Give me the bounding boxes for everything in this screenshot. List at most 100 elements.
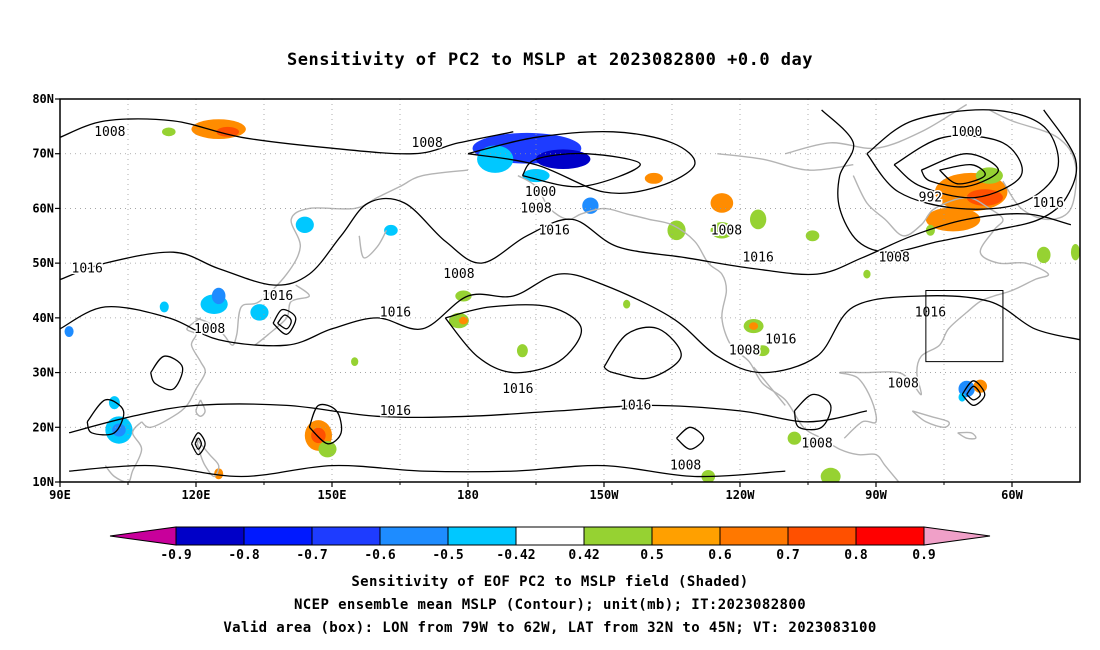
colorbar-label: -0.6 [364, 548, 395, 563]
colorbar-min-triangle [109, 526, 177, 546]
figure-title: Sensitivity of PC2 to MSLP at 2023082800… [286, 50, 813, 70]
shaded-patch [1036, 246, 1051, 264]
contour-label: 1016 [380, 305, 411, 320]
colorbar-max-triangle [923, 526, 991, 546]
mslp-contour [961, 380, 986, 407]
colorbar-label: 0.5 [640, 548, 663, 563]
shaded-patch [214, 468, 224, 480]
mslp-contour [893, 135, 1023, 199]
shaded-patch [162, 127, 176, 137]
contour-label: 1016 [915, 305, 946, 320]
contour-label: 1008 [878, 251, 909, 266]
colorbar-label: 0.8 [844, 548, 868, 563]
shaded-patch [211, 287, 226, 305]
shaded-patch [295, 216, 314, 234]
contour-label: 1016 [765, 333, 796, 348]
contour-label: 1008 [670, 459, 701, 474]
colorbar-segment [719, 526, 789, 546]
shaded-patch [384, 224, 398, 236]
mslp-contour [86, 398, 125, 436]
shaded-patch [536, 149, 591, 170]
contour-label: 1016 [742, 251, 773, 266]
coastline [195, 399, 206, 418]
mslp-contour [194, 437, 203, 450]
contour-label: 1008 [94, 125, 125, 140]
shaded-patch [351, 357, 359, 367]
lon-tick-label: 150W [590, 488, 620, 502]
contour-label: 1008 [194, 322, 225, 337]
coastline [358, 229, 388, 259]
contour-label: 1008 [412, 136, 443, 151]
mslp-contour [272, 308, 297, 335]
map-axes: 90E 120E 150E 180 150W 120W 90W 60W 80N 70N 60N 50N… [32, 92, 1023, 502]
colorbar-label: 0.7 [776, 548, 799, 563]
colorbar-segment [447, 526, 517, 546]
colorbar-label: 0.9 [912, 548, 935, 563]
coastlines [104, 103, 1078, 482]
colorbar-segment [379, 526, 449, 546]
shaded-patch [755, 345, 770, 357]
mslp-contour [966, 385, 981, 401]
coastline [195, 437, 220, 478]
contour-label: 1008 [888, 377, 919, 392]
colorbar-label: 0.6 [708, 548, 732, 563]
mslp-contour [308, 403, 343, 445]
lat-tick-label: 10N [32, 475, 54, 489]
lat-tick-label: 80N [32, 92, 54, 106]
mslp-contour [467, 130, 696, 194]
coastline [988, 109, 1078, 221]
shaded-patch [112, 423, 126, 437]
caption-line-3: Valid area (box): LON from 79W to 62W, L… [223, 620, 877, 636]
lat-tick-label: 30N [32, 366, 54, 380]
mslp-contours [60, 109, 1080, 478]
shaded-patch [710, 222, 734, 239]
shaded-patch [623, 299, 631, 309]
mslp-contour [68, 403, 868, 434]
shaded-patch [925, 207, 981, 232]
shaded-patch [749, 209, 767, 230]
contour-label: 1016 [620, 398, 651, 413]
shaded-patch [975, 167, 1003, 184]
contour-label: 1016 [380, 404, 411, 419]
colorbar-segment [515, 526, 585, 546]
lat-tick-label: 60N [32, 201, 54, 215]
shaded-patch [477, 145, 514, 173]
mslp-contour [69, 464, 786, 478]
shaded-patch [749, 322, 759, 330]
colorbar-segment [583, 526, 653, 546]
coastline [254, 284, 310, 346]
colorbar-segment [311, 526, 381, 546]
mslp-contour [939, 163, 986, 185]
shaded-patch [448, 312, 469, 329]
shaded-patch [216, 126, 240, 137]
mslp-contour [150, 355, 184, 391]
sensitivity-shading [64, 119, 1080, 482]
contour-label: 992 [919, 190, 942, 205]
lon-tick-label: 120E [182, 488, 211, 502]
shaded-patch [516, 344, 528, 358]
contour-label: 1016 [502, 382, 533, 397]
shaded-patch [318, 440, 337, 458]
lat-tick-label: 40N [32, 311, 54, 325]
caption-line-1: Sensitivity of EOF PC2 to MSLP field (Sh… [351, 574, 749, 590]
coastline [717, 153, 854, 171]
shaded-patch [820, 467, 841, 482]
contour-label: 1000 [525, 185, 556, 200]
coastline [838, 175, 1050, 439]
lon-tick-label: 90E [49, 488, 71, 502]
colorbar-label: -0.8 [228, 548, 259, 563]
lat-tick-label: 50N [32, 256, 54, 270]
mslp-contour [866, 109, 1060, 210]
lon-tick-label: 150E [318, 488, 347, 502]
caption-line-2: NCEP ensemble mean MSLP (Contour); unit(… [293, 597, 807, 613]
contour-label: 1008 [520, 201, 551, 216]
contour-label: 1000 [951, 125, 982, 140]
contour-label: 1008 [711, 223, 742, 238]
coastline [911, 410, 950, 429]
valid-area-box [925, 290, 1004, 363]
shaded-patch [64, 326, 74, 338]
shaded-patch [1070, 243, 1080, 261]
colorbar-segment [855, 526, 925, 546]
